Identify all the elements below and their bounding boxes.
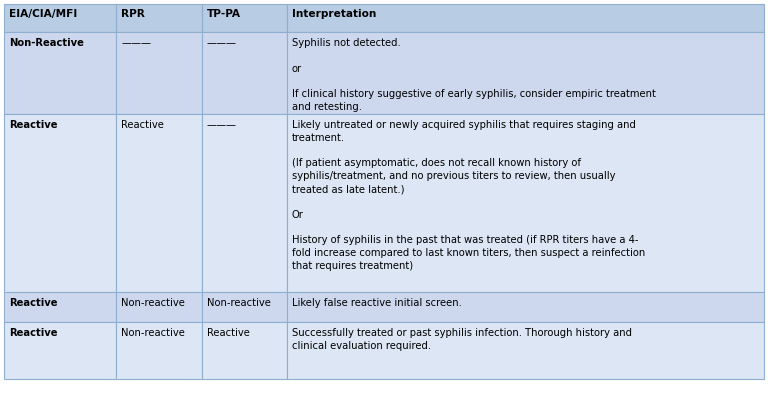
Bar bbox=[117, 114, 201, 292]
Text: Likely false reactive initial screen.: Likely false reactive initial screen. bbox=[292, 298, 462, 308]
Text: ———: ——— bbox=[207, 120, 237, 130]
Text: Reactive: Reactive bbox=[9, 328, 58, 338]
Text: Non-Reactive: Non-Reactive bbox=[9, 38, 84, 48]
Text: Non-reactive: Non-reactive bbox=[207, 298, 270, 308]
Bar bbox=[117, 32, 201, 114]
Text: Reactive: Reactive bbox=[207, 328, 250, 338]
Bar bbox=[201, 322, 286, 379]
Text: EIA/CIA/MFI: EIA/CIA/MFI bbox=[9, 9, 78, 19]
Bar bbox=[286, 4, 764, 32]
Text: TP-PA: TP-PA bbox=[207, 9, 240, 19]
Text: ———: ——— bbox=[207, 38, 237, 48]
Bar bbox=[286, 114, 764, 292]
Bar bbox=[286, 292, 764, 322]
Bar bbox=[4, 114, 117, 292]
Bar bbox=[286, 32, 764, 114]
Bar bbox=[201, 114, 286, 292]
Text: Reactive: Reactive bbox=[121, 120, 164, 130]
Text: Interpretation: Interpretation bbox=[292, 9, 376, 19]
Text: Non-reactive: Non-reactive bbox=[121, 328, 185, 338]
Bar bbox=[4, 292, 117, 322]
Text: Reactive: Reactive bbox=[9, 298, 58, 308]
Bar bbox=[4, 4, 117, 32]
Text: Non-reactive: Non-reactive bbox=[121, 298, 185, 308]
Bar bbox=[201, 292, 286, 322]
Bar bbox=[4, 322, 117, 379]
Text: RPR: RPR bbox=[121, 9, 145, 19]
Text: Likely untreated or newly acquired syphilis that requires staging and
treatment.: Likely untreated or newly acquired syphi… bbox=[292, 120, 645, 271]
Bar bbox=[117, 4, 201, 32]
Text: Syphilis not detected.

or

If clinical history suggestive of early syphilis, co: Syphilis not detected. or If clinical hi… bbox=[292, 38, 656, 112]
Text: ———: ——— bbox=[121, 38, 151, 48]
Text: Successfully treated or past syphilis infection. Thorough history and
clinical e: Successfully treated or past syphilis in… bbox=[292, 328, 632, 351]
Bar bbox=[117, 322, 201, 379]
Text: Reactive: Reactive bbox=[9, 120, 58, 130]
Bar bbox=[201, 32, 286, 114]
Bar bbox=[4, 32, 117, 114]
Bar bbox=[117, 292, 201, 322]
Bar bbox=[286, 322, 764, 379]
Bar bbox=[201, 4, 286, 32]
